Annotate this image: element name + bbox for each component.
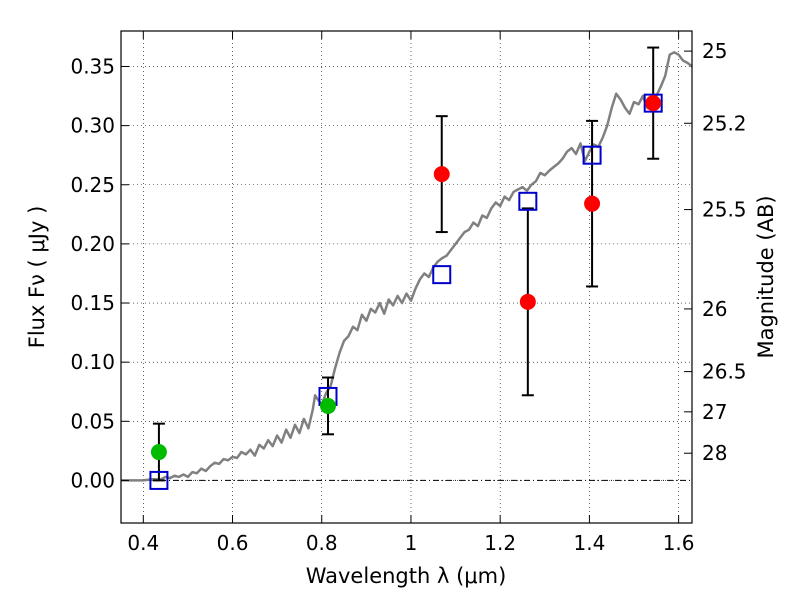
y2-axis-label: Magnitude (AB) (754, 195, 778, 358)
y2-tick-label: 26.5 (702, 360, 747, 384)
y2-tick-label: 25.5 (702, 198, 747, 222)
y-tick-label: 0.10 (70, 350, 115, 374)
plot-background (121, 31, 692, 523)
circle-marker (519, 293, 536, 310)
circle-marker (433, 166, 450, 183)
y2-tick-label: 25 (702, 39, 727, 63)
circle-marker (319, 397, 336, 414)
circle-marker (645, 95, 662, 112)
square-marker (518, 191, 538, 211)
y-tick-label: 0.35 (70, 54, 115, 78)
y-tick-label: 0.20 (70, 232, 115, 256)
x-tick-label: 0.6 (217, 531, 249, 555)
x-tick-label: 1 (405, 531, 418, 555)
y2-tick-label: 27 (702, 400, 727, 424)
x-tick-label: 1.2 (484, 531, 516, 555)
plot-frame (120, 30, 693, 524)
y-axis-label: Flux Fν ( μJy ) (25, 206, 49, 349)
y2-axis-ticks: 25 25.2 25.5 26 26.5 27 28 (684, 39, 747, 465)
y-tick-label: 0.05 (70, 409, 115, 433)
x-tick-label: 0.8 (306, 531, 338, 555)
x-axis-ticks: 0.4 0.6 0.8 1 1.2 1.4 1.6 (127, 31, 695, 555)
circle-marker (584, 195, 601, 212)
y-axis-ticks: 0.00 0.05 0.10 0.15 0.20 0.25 0.30 0.35 (70, 54, 129, 492)
y-tick-label: 0.30 (70, 114, 115, 138)
model-spectrum-line (121, 51, 693, 482)
square-marker (432, 265, 452, 285)
y-tick-label: 0.25 (70, 173, 115, 197)
data-markers (149, 93, 663, 490)
x-axis-label: Wavelength λ (μm) (306, 564, 507, 588)
x-tick-label: 1.6 (663, 531, 695, 555)
y2-tick-label: 28 (702, 441, 727, 465)
x-tick-label: 1.4 (573, 531, 605, 555)
square-marker (643, 93, 663, 113)
y2-tick-label: 26 (702, 297, 727, 321)
square-marker (149, 470, 169, 490)
x-tick-label: 0.4 (127, 531, 159, 555)
circle-marker (150, 444, 167, 461)
square-marker (582, 145, 602, 165)
y-tick-label: 0.15 (70, 291, 115, 315)
y-tick-label: 0.00 (70, 468, 115, 492)
y2-tick-label: 25.2 (702, 111, 747, 135)
